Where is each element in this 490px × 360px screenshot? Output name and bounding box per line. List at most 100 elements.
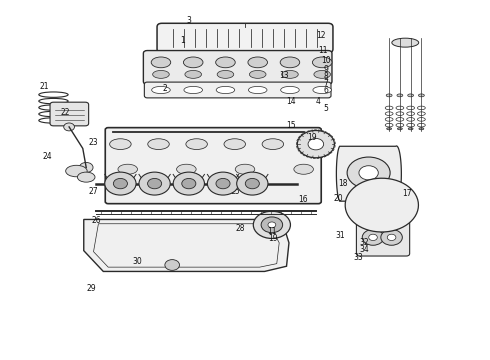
Text: 19: 19 bbox=[269, 234, 278, 243]
Circle shape bbox=[396, 216, 406, 223]
Text: 20: 20 bbox=[333, 194, 343, 203]
Circle shape bbox=[308, 138, 324, 150]
Ellipse shape bbox=[313, 57, 332, 68]
Text: 23: 23 bbox=[89, 138, 98, 147]
Circle shape bbox=[79, 162, 93, 172]
Circle shape bbox=[113, 179, 127, 189]
Ellipse shape bbox=[152, 86, 170, 94]
Circle shape bbox=[216, 179, 230, 189]
Text: 26: 26 bbox=[91, 216, 101, 225]
Text: 11: 11 bbox=[267, 228, 277, 237]
Text: 4: 4 bbox=[316, 96, 321, 105]
Ellipse shape bbox=[386, 94, 392, 97]
Text: 6: 6 bbox=[323, 86, 328, 95]
Ellipse shape bbox=[118, 164, 138, 174]
Text: 27: 27 bbox=[89, 187, 98, 196]
Text: 25: 25 bbox=[230, 187, 240, 196]
Polygon shape bbox=[336, 146, 401, 202]
Ellipse shape bbox=[224, 139, 245, 149]
Text: 21: 21 bbox=[40, 82, 49, 91]
Text: 28: 28 bbox=[235, 224, 245, 233]
Ellipse shape bbox=[77, 172, 95, 182]
Text: 3: 3 bbox=[186, 16, 191, 25]
Text: 33: 33 bbox=[353, 253, 363, 262]
Ellipse shape bbox=[201, 128, 216, 135]
Text: 22: 22 bbox=[60, 108, 70, 117]
FancyBboxPatch shape bbox=[144, 50, 332, 84]
Circle shape bbox=[396, 187, 406, 194]
Text: 29: 29 bbox=[86, 284, 96, 293]
Ellipse shape bbox=[408, 94, 414, 97]
Circle shape bbox=[261, 217, 283, 233]
Polygon shape bbox=[345, 178, 418, 232]
Text: 10: 10 bbox=[321, 57, 330, 66]
Ellipse shape bbox=[217, 71, 234, 78]
Circle shape bbox=[237, 172, 268, 195]
Ellipse shape bbox=[418, 94, 424, 97]
Circle shape bbox=[358, 216, 368, 223]
Ellipse shape bbox=[153, 71, 169, 78]
Ellipse shape bbox=[216, 86, 235, 94]
Circle shape bbox=[207, 172, 239, 195]
Text: 11: 11 bbox=[318, 46, 328, 55]
Ellipse shape bbox=[408, 128, 413, 130]
Circle shape bbox=[368, 234, 377, 240]
Text: 34: 34 bbox=[360, 246, 369, 255]
Text: 7: 7 bbox=[323, 80, 328, 89]
Ellipse shape bbox=[397, 128, 402, 130]
Text: 9: 9 bbox=[323, 65, 328, 74]
Circle shape bbox=[245, 179, 259, 189]
Ellipse shape bbox=[419, 128, 424, 130]
Ellipse shape bbox=[248, 86, 267, 94]
Circle shape bbox=[105, 172, 136, 195]
Ellipse shape bbox=[261, 128, 276, 135]
Circle shape bbox=[359, 166, 378, 180]
Circle shape bbox=[381, 229, 402, 245]
Text: 24: 24 bbox=[42, 152, 52, 161]
Ellipse shape bbox=[141, 128, 155, 135]
Ellipse shape bbox=[280, 57, 300, 68]
Text: 15: 15 bbox=[287, 121, 296, 130]
Circle shape bbox=[362, 229, 384, 245]
Text: 14: 14 bbox=[287, 96, 296, 105]
Circle shape bbox=[139, 172, 170, 195]
Circle shape bbox=[347, 157, 390, 189]
Circle shape bbox=[182, 179, 196, 189]
Text: 16: 16 bbox=[298, 195, 307, 204]
Ellipse shape bbox=[248, 57, 268, 68]
Ellipse shape bbox=[282, 71, 298, 78]
Ellipse shape bbox=[249, 71, 266, 78]
Ellipse shape bbox=[111, 128, 125, 135]
Ellipse shape bbox=[148, 139, 169, 149]
FancyBboxPatch shape bbox=[356, 219, 410, 256]
Ellipse shape bbox=[387, 128, 392, 130]
Circle shape bbox=[358, 187, 368, 194]
Circle shape bbox=[173, 172, 204, 195]
Text: 31: 31 bbox=[336, 231, 345, 240]
Text: 32: 32 bbox=[360, 238, 369, 247]
FancyBboxPatch shape bbox=[105, 128, 321, 204]
Circle shape bbox=[165, 260, 179, 270]
Ellipse shape bbox=[235, 164, 255, 174]
Circle shape bbox=[268, 222, 276, 228]
Circle shape bbox=[64, 123, 74, 131]
Text: 12: 12 bbox=[316, 31, 325, 40]
Ellipse shape bbox=[313, 86, 331, 94]
Ellipse shape bbox=[216, 57, 235, 68]
Ellipse shape bbox=[184, 86, 202, 94]
Ellipse shape bbox=[294, 164, 314, 174]
Ellipse shape bbox=[183, 57, 203, 68]
Circle shape bbox=[147, 179, 162, 189]
Ellipse shape bbox=[185, 71, 201, 78]
Text: 13: 13 bbox=[279, 71, 289, 80]
Text: 30: 30 bbox=[133, 257, 143, 266]
Ellipse shape bbox=[262, 139, 284, 149]
Ellipse shape bbox=[292, 128, 306, 135]
Circle shape bbox=[387, 234, 396, 240]
FancyBboxPatch shape bbox=[145, 82, 331, 98]
Ellipse shape bbox=[231, 128, 246, 135]
Text: 18: 18 bbox=[338, 179, 347, 188]
Text: 2: 2 bbox=[162, 84, 167, 93]
Ellipse shape bbox=[314, 71, 331, 78]
Ellipse shape bbox=[392, 38, 418, 47]
